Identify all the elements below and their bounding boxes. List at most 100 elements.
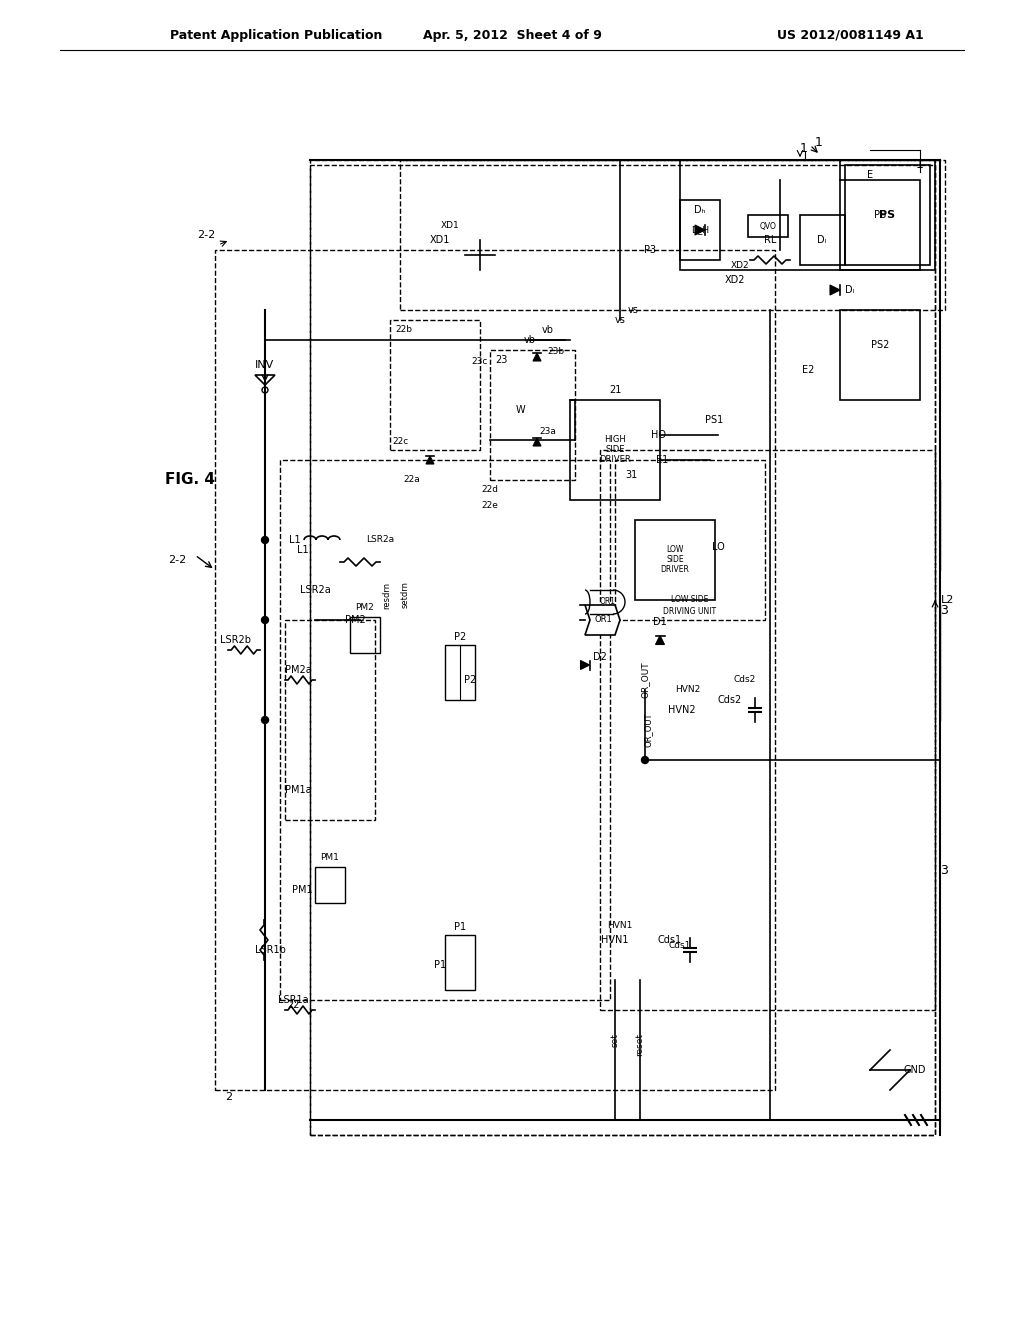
- Polygon shape: [534, 438, 541, 446]
- Text: PM1: PM1: [321, 853, 339, 862]
- Bar: [840, 310, 920, 400]
- Text: 2: 2: [225, 1092, 232, 1102]
- Polygon shape: [426, 455, 434, 465]
- Text: Dₕ: Dₕ: [694, 205, 706, 215]
- Text: vs: vs: [628, 305, 638, 315]
- Text: OR1: OR1: [594, 615, 612, 624]
- Text: GND: GND: [904, 1065, 927, 1074]
- Text: P2: P2: [454, 632, 466, 642]
- Bar: [680, 160, 935, 271]
- Polygon shape: [655, 635, 665, 644]
- Text: PM1: PM1: [292, 884, 312, 895]
- Text: LO: LO: [712, 543, 724, 552]
- Text: 21: 21: [609, 385, 622, 395]
- Bar: [445, 645, 475, 700]
- Text: W: W: [515, 405, 525, 414]
- Text: 2-2: 2-2: [168, 554, 186, 565]
- Text: 23b: 23b: [548, 347, 564, 356]
- Bar: [680, 201, 720, 260]
- Text: XD2: XD2: [725, 275, 745, 285]
- Text: 22: 22: [287, 1001, 299, 1010]
- Text: E1: E1: [656, 455, 668, 465]
- Bar: [800, 215, 845, 265]
- Text: XD2: XD2: [731, 260, 750, 269]
- Text: vb: vb: [524, 335, 536, 345]
- Bar: [635, 520, 715, 601]
- Circle shape: [641, 756, 648, 763]
- Bar: [600, 450, 935, 1010]
- Text: P1: P1: [454, 921, 466, 932]
- Text: resdrn: resdrn: [383, 581, 391, 609]
- Polygon shape: [534, 352, 541, 360]
- Text: HVN1: HVN1: [601, 935, 629, 945]
- Bar: [748, 215, 788, 238]
- Bar: [310, 160, 935, 1135]
- Text: PM2: PM2: [355, 602, 375, 611]
- Bar: [840, 180, 920, 271]
- Text: Cds2: Cds2: [734, 676, 756, 685]
- Bar: [400, 160, 945, 310]
- Text: P3: P3: [644, 246, 656, 255]
- Bar: [845, 165, 930, 265]
- Text: L2: L2: [941, 595, 954, 605]
- Text: LOW: LOW: [667, 545, 684, 554]
- Circle shape: [261, 616, 268, 623]
- Text: XD1: XD1: [430, 235, 451, 246]
- Text: RL: RL: [764, 235, 776, 246]
- Text: QVO: QVO: [760, 222, 776, 231]
- Text: 22e: 22e: [481, 500, 499, 510]
- Text: FIG. 4: FIG. 4: [165, 473, 215, 487]
- Text: set: set: [610, 1034, 620, 1047]
- Text: PS: PS: [873, 210, 886, 220]
- Bar: [490, 350, 575, 480]
- Text: vs: vs: [614, 315, 626, 325]
- Text: Patent Application Publication: Patent Application Publication: [170, 29, 382, 41]
- Text: SIDE: SIDE: [605, 446, 625, 454]
- Polygon shape: [830, 285, 840, 294]
- Text: LSR1b: LSR1b: [255, 945, 286, 954]
- Text: 3: 3: [940, 603, 948, 616]
- Text: OR1: OR1: [600, 598, 616, 606]
- Text: Cds2: Cds2: [718, 696, 742, 705]
- Bar: [310, 165, 935, 1135]
- Text: OR_OUT: OR_OUT: [643, 713, 652, 747]
- Text: Dₗ: Dₗ: [846, 285, 855, 294]
- Text: D_H: D_H: [691, 226, 709, 235]
- Text: LOW SIDE: LOW SIDE: [672, 595, 709, 605]
- Text: DRIVING UNIT: DRIVING UNIT: [664, 606, 717, 615]
- Text: XD1: XD1: [440, 220, 460, 230]
- Text: SIDE: SIDE: [667, 556, 684, 565]
- Text: L1: L1: [289, 535, 301, 545]
- Bar: [390, 319, 480, 450]
- Text: 22c: 22c: [392, 437, 409, 446]
- Text: E2: E2: [802, 366, 814, 375]
- Text: LSR2a: LSR2a: [366, 536, 394, 544]
- Text: 1: 1: [800, 141, 808, 154]
- Text: E: E: [867, 170, 873, 180]
- Text: PM1a: PM1a: [285, 785, 311, 795]
- Text: OR_OUT: OR_OUT: [640, 661, 649, 698]
- Text: 22a: 22a: [403, 475, 421, 484]
- Text: LSR2a: LSR2a: [300, 585, 331, 595]
- Text: HVN2: HVN2: [676, 685, 700, 694]
- Text: LSR2b: LSR2b: [220, 635, 251, 645]
- Polygon shape: [695, 224, 705, 235]
- Text: HVN2: HVN2: [669, 705, 696, 715]
- Text: INV: INV: [255, 360, 274, 370]
- Text: PS: PS: [879, 210, 895, 220]
- Polygon shape: [581, 660, 590, 669]
- Text: P1: P1: [434, 960, 446, 970]
- Bar: [350, 616, 380, 653]
- Text: reset: reset: [636, 1034, 644, 1056]
- Text: 1: 1: [815, 136, 823, 149]
- Circle shape: [261, 717, 268, 723]
- Bar: [615, 459, 765, 620]
- Text: DRIVER: DRIVER: [660, 565, 689, 574]
- Bar: [315, 867, 345, 903]
- Text: 23: 23: [495, 355, 507, 366]
- Circle shape: [262, 387, 268, 393]
- Text: LSR1a: LSR1a: [278, 995, 308, 1005]
- Text: setdrn: setdrn: [400, 582, 410, 609]
- Text: 23a: 23a: [540, 428, 556, 437]
- Text: PM2a: PM2a: [285, 665, 311, 675]
